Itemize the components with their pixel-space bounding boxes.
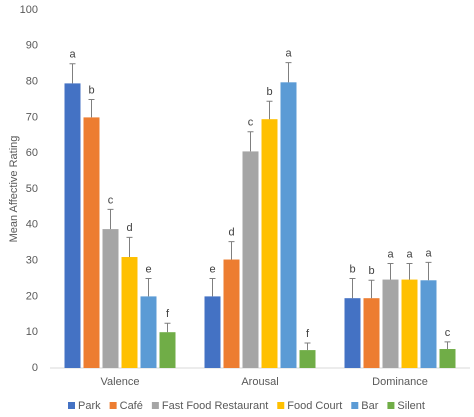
data-label: d [228, 227, 234, 239]
data-label: a [406, 248, 413, 260]
legend-swatch [68, 402, 75, 409]
y-tick-label: 90 [26, 40, 38, 52]
bar [344, 298, 361, 368]
bar [280, 82, 297, 368]
data-label: d [126, 222, 132, 234]
bar [102, 229, 119, 368]
bar [223, 259, 240, 368]
error-bar [209, 278, 216, 297]
legend-label: Park [78, 400, 101, 412]
legend-swatch [387, 402, 395, 409]
data-label: a [425, 247, 432, 259]
legend-swatch [151, 402, 159, 409]
data-label: a [387, 248, 394, 260]
bar [382, 279, 399, 368]
data-label: e [209, 263, 215, 275]
error-bar [425, 261, 432, 281]
error-bar [228, 241, 235, 260]
data-label: b [266, 86, 272, 98]
data-label: f [306, 328, 310, 340]
error-bar [107, 208, 114, 230]
legend-swatch [109, 402, 117, 409]
error-bar [304, 342, 311, 351]
legend-label: Silent [397, 400, 425, 412]
error-bar [247, 131, 254, 152]
data-label: b [368, 265, 374, 277]
bar [83, 117, 100, 369]
error-bar [69, 63, 76, 84]
bar [204, 296, 221, 368]
error-bar [164, 322, 171, 333]
data-label: b [88, 84, 94, 96]
bar [64, 83, 81, 368]
y-axis-title: Mean Affective Rating [8, 136, 20, 243]
y-tick-label: 70 [26, 111, 38, 123]
x-tick-label: Valence [101, 376, 140, 388]
error-bar [368, 279, 375, 299]
data-label: b [349, 263, 355, 275]
legend-swatch [277, 402, 285, 409]
bar [242, 151, 259, 368]
bar [439, 349, 456, 368]
y-tick-label: 100 [20, 4, 38, 16]
error-bar [126, 236, 133, 258]
data-label: f [166, 308, 170, 320]
data-label: c [445, 327, 451, 339]
y-tick-label: 80 [26, 76, 38, 88]
bar [159, 332, 176, 368]
y-tick-label: 20 [26, 290, 38, 302]
error-bar [285, 62, 292, 83]
y-tick-label: 10 [26, 326, 38, 338]
legend-label: Bar [361, 400, 378, 412]
y-tick-label: 50 [26, 183, 38, 195]
x-tick-label: Dominance [372, 376, 428, 388]
y-tick-label: 60 [26, 147, 38, 159]
legend-label: Food Court [287, 400, 342, 412]
error-bar [406, 262, 413, 280]
data-label: c [108, 194, 114, 206]
data-label: c [248, 117, 254, 129]
y-tick-label: 30 [26, 255, 38, 267]
legend-label: Fast Food Restaurant [162, 400, 268, 412]
x-tick-label: Arousal [241, 376, 278, 388]
y-tick-label: 40 [26, 219, 38, 231]
data-label: a [285, 48, 292, 60]
data-label: a [69, 49, 76, 61]
legend-swatch [351, 402, 359, 409]
error-bar [444, 341, 451, 350]
bar [121, 257, 138, 368]
error-bar [266, 100, 273, 120]
bar [363, 298, 380, 368]
data-label: e [145, 263, 151, 275]
error-bar [145, 278, 152, 297]
bar [140, 296, 157, 368]
error-bar [387, 262, 394, 280]
bar [299, 350, 316, 368]
error-bar [88, 99, 95, 118]
y-tick-label: 0 [32, 362, 38, 374]
bar [420, 280, 437, 368]
legend-label: Café [120, 400, 143, 412]
error-bar [349, 278, 356, 299]
bar [401, 279, 418, 368]
bar [261, 119, 278, 368]
